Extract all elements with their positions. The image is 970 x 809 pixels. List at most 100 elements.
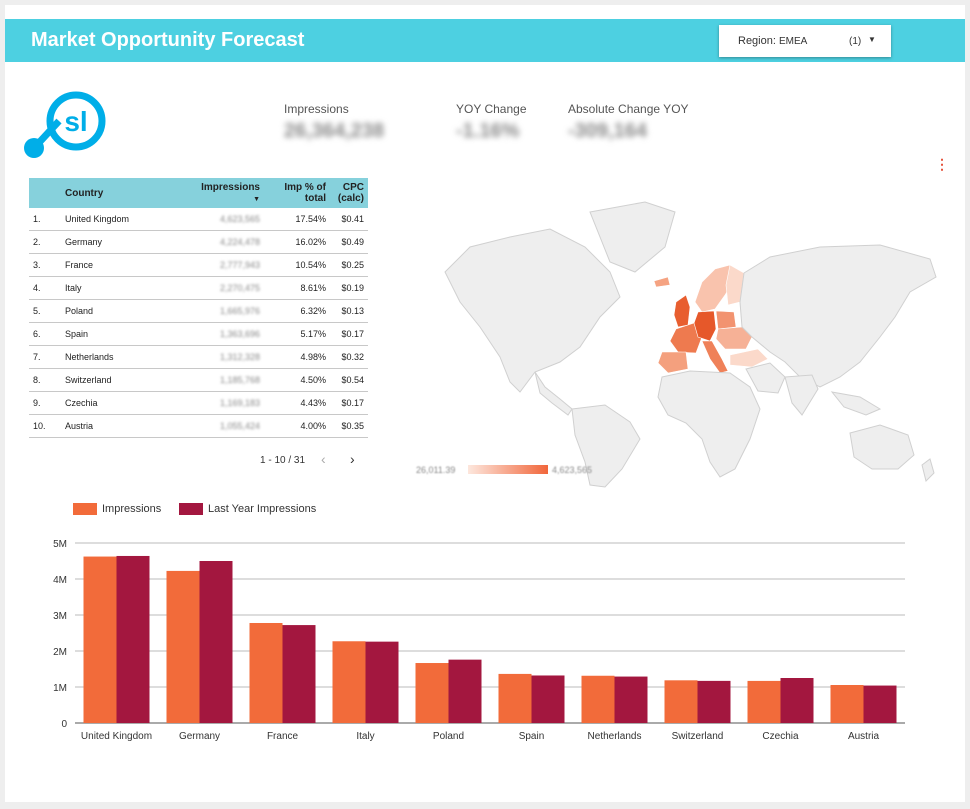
sort-desc-icon: ▼ (253, 196, 260, 203)
table-row[interactable]: 5. Poland 1,665,976 6.32% $0.13 (29, 299, 368, 323)
map-india (784, 374, 819, 416)
country-cell: Netherlands (61, 345, 186, 369)
rank-header (29, 178, 61, 208)
legend-swatch-impressions (73, 503, 97, 516)
chevron-right-icon[interactable]: › (350, 451, 355, 467)
share-cell: 4.00% (264, 414, 330, 438)
bar-last-year (614, 676, 648, 723)
share-cell: 16.02% (264, 230, 330, 254)
table-row[interactable]: 1. United Kingdom 4,623,565 17.54% $0.41 (29, 208, 368, 231)
y-tick-label: 3M (53, 611, 67, 622)
kebab-menu-icon[interactable]: ⋮ (935, 156, 949, 172)
country-cell: Spain (61, 322, 186, 346)
share-cell: 5.17% (264, 322, 330, 346)
chevron-left-icon[interactable]: ‹ (321, 451, 326, 467)
map-middle-east (745, 362, 786, 394)
cpc-cell: $0.54 (330, 368, 368, 392)
x-tick-label: Germany (179, 731, 220, 742)
cpc-cell: $0.25 (330, 253, 368, 277)
cpc-cell: $0.17 (330, 322, 368, 346)
cpc-cell: $0.32 (330, 345, 368, 369)
pagination-label: 1 - 10 / 31 (260, 455, 306, 466)
y-tick-label: 4M (53, 575, 67, 586)
x-tick-label: Austria (848, 731, 880, 742)
map-spain (657, 351, 689, 374)
table-row[interactable]: 10. Austria 1,055,424 4.00% $0.35 (29, 414, 368, 438)
map-finland (725, 264, 745, 306)
legend-swatch-last-year (179, 503, 203, 516)
table-row[interactable]: 2. Germany 4,224,478 16.02% $0.49 (29, 230, 368, 254)
cpc-header[interactable]: CPC (calc) (330, 178, 368, 208)
kpi-absolute-change-label: Absolute Change YOY (568, 102, 689, 116)
table-header-row: Country Impressions ▼ Imp % of total CPC … (29, 178, 368, 208)
map-south-america (571, 404, 641, 488)
country-cell: United Kingdom (61, 208, 186, 231)
x-tick-label: Spain (519, 731, 545, 742)
country-table: Country Impressions ▼ Imp % of total CPC … (29, 178, 368, 438)
bar-last-year (116, 555, 150, 723)
x-tick-label: France (267, 731, 299, 742)
header-bar: Market Opportunity Forecast Region: EMEA… (5, 19, 965, 62)
rank-cell: 2. (29, 230, 61, 254)
map-scale-max: 4,623,565 (552, 465, 593, 475)
table-row[interactable]: 6. Spain 1,363,696 5.17% $0.17 (29, 322, 368, 346)
region-filter-count: (1) (849, 36, 862, 47)
impressions-cell: 1,169,183 (186, 391, 264, 415)
map-turkey (729, 348, 769, 368)
bar-last-year (448, 659, 482, 723)
impressions-cell: 1,312,328 (186, 345, 264, 369)
caret-down-icon[interactable]: ▼ (868, 35, 876, 44)
rank-cell: 7. (29, 345, 61, 369)
map-italy (701, 340, 729, 374)
region-filter-value: EMEA (779, 36, 808, 47)
bar-impressions (83, 556, 117, 723)
bar-impressions (664, 680, 698, 723)
map-poland (715, 310, 737, 330)
legend-item-impressions[interactable]: Impressions (73, 503, 161, 516)
legend-item-last-year[interactable]: Last Year Impressions (179, 503, 316, 516)
bar-impressions (747, 680, 781, 723)
bar-impressions (830, 685, 864, 723)
region-filter-label: Region: (738, 35, 776, 47)
rank-cell: 3. (29, 253, 61, 277)
map-uk (673, 294, 691, 328)
kpi-absolute-change: Absolute Change YOY -309,164 (568, 102, 689, 143)
y-tick-label: 0 (61, 719, 67, 730)
table-row[interactable]: 7. Netherlands 1,312,328 4.98% $0.32 (29, 345, 368, 369)
bar-impressions (415, 663, 449, 723)
impressions-header[interactable]: Impressions ▼ (186, 178, 264, 208)
svg-text:sl: sl (64, 106, 87, 137)
rank-cell: 1. (29, 208, 61, 231)
cpc-cell: $0.13 (330, 299, 368, 323)
share-cell: 4.98% (264, 345, 330, 369)
bar-impressions (581, 675, 615, 723)
kpi-absolute-change-value: -309,164 (568, 120, 647, 142)
bar-impressions (166, 570, 200, 723)
x-tick-label: Switzerland (672, 731, 724, 742)
region-filter-dropdown[interactable]: Region: EMEA (1) ▼ (719, 25, 891, 57)
world-map (444, 201, 937, 488)
bar-impressions (249, 622, 283, 723)
table-row[interactable]: 3. France 2,777,943 10.54% $0.25 (29, 253, 368, 277)
kpi-yoy-change: YOY Change -1.16% (456, 102, 527, 143)
y-tick-label: 1M (53, 683, 67, 694)
table-row[interactable]: 9. Czechia 1,169,183 4.43% $0.17 (29, 391, 368, 415)
impressions-cell: 2,777,943 (186, 253, 264, 277)
bar-impressions (498, 673, 532, 723)
table-row[interactable]: 8. Switzerland 1,185,768 4.50% $0.54 (29, 368, 368, 392)
bar-last-year (697, 680, 731, 723)
country-header[interactable]: Country (61, 178, 186, 208)
rank-cell: 6. (29, 322, 61, 346)
map-iceland (653, 276, 671, 288)
country-cell: Poland (61, 299, 186, 323)
kpi-yoy-change-label: YOY Change (456, 102, 527, 116)
map-africa (657, 370, 761, 478)
country-cell: France (61, 253, 186, 277)
bar-last-year (365, 641, 399, 723)
table-row[interactable]: 4. Italy 2,270,475 8.61% $0.19 (29, 276, 368, 300)
kpi-impressions-label: Impressions (284, 102, 349, 116)
map-central-america (534, 371, 573, 416)
cpc-cell: $0.19 (330, 276, 368, 300)
share-header[interactable]: Imp % of total (264, 178, 330, 208)
impressions-header-label: Impressions (201, 182, 260, 193)
